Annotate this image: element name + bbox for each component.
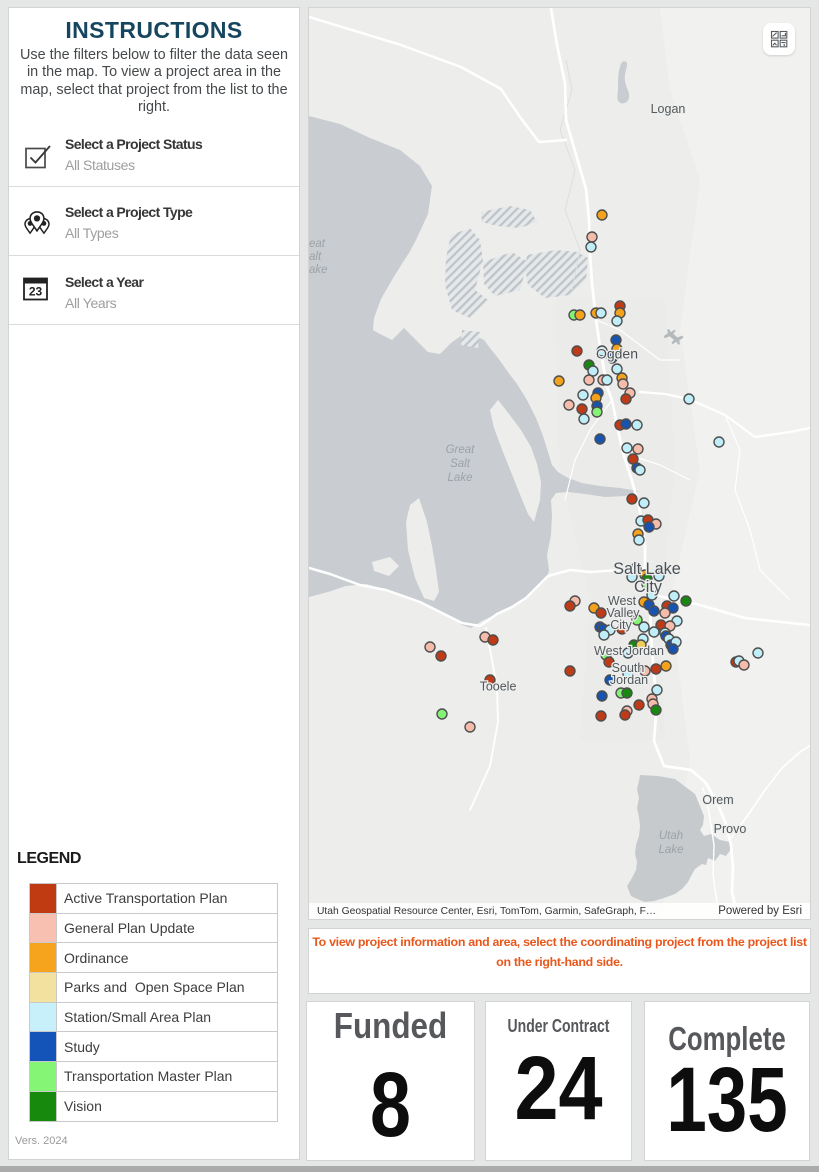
svg-text:City: City: [634, 578, 663, 596]
svg-text:Great: Great: [446, 444, 476, 456]
svg-text:West: West: [608, 594, 637, 608]
svg-text:ake: ake: [309, 264, 328, 276]
svg-text:Salt: Salt: [450, 458, 471, 470]
svg-text:Salt Lake: Salt Lake: [613, 560, 681, 578]
svg-text:Provo: Provo: [714, 822, 747, 836]
svg-text:alt: alt: [309, 251, 322, 263]
svg-text:Tooele: Tooele: [480, 680, 517, 694]
svg-text:23: 23: [29, 284, 43, 298]
svg-text:Utah: Utah: [659, 830, 683, 842]
svg-text:eat: eat: [309, 238, 326, 250]
svg-text:Valley: Valley: [606, 606, 640, 620]
svg-text:West Jordan: West Jordan: [594, 644, 664, 658]
svg-text:Logan: Logan: [651, 102, 686, 116]
svg-text:Jordan: Jordan: [610, 673, 648, 687]
svg-text:Lake: Lake: [659, 844, 684, 856]
svg-text:Ogden: Ogden: [596, 346, 638, 362]
svg-text:Orem: Orem: [702, 793, 733, 807]
svg-text:City: City: [610, 618, 632, 632]
svg-text:South: South: [612, 661, 645, 675]
svg-text:Lake: Lake: [448, 472, 473, 484]
